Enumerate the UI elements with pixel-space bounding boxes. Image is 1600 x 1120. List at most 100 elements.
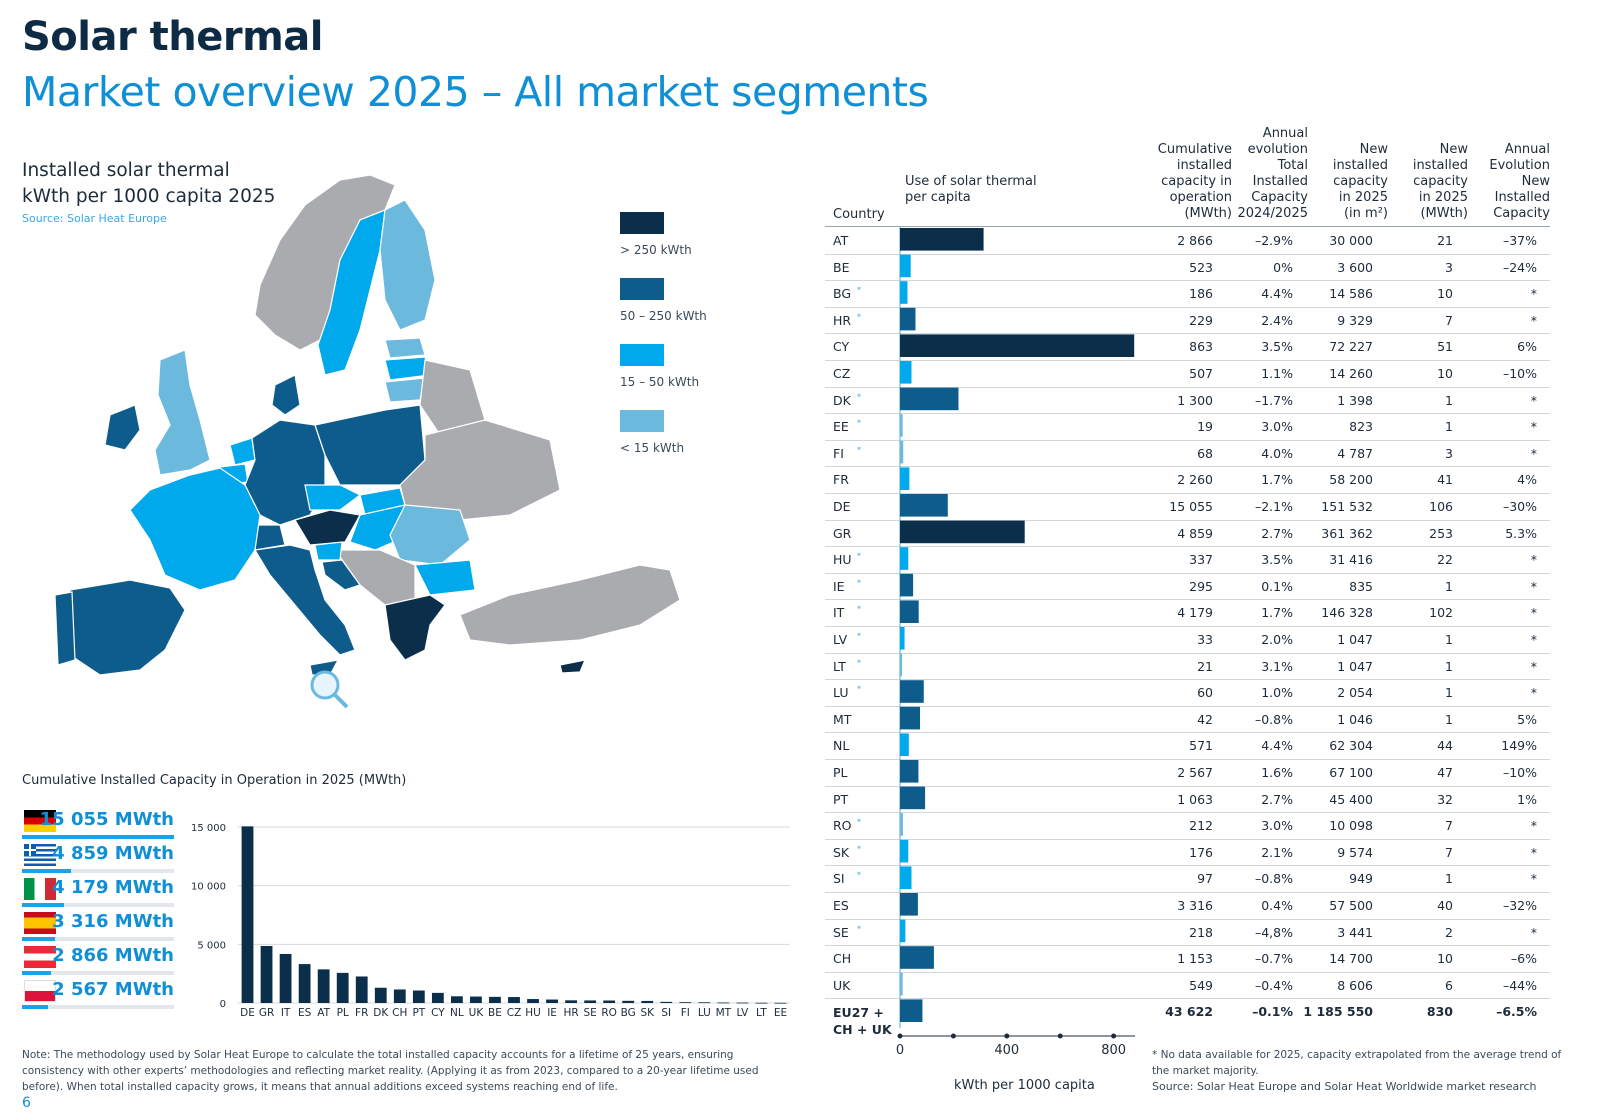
header-line: Annual bbox=[1262, 126, 1308, 141]
table-row: DK * 1 300 –1.7% 1 398 1 * bbox=[825, 387, 1550, 415]
new-capacity-mw: 102 bbox=[1429, 605, 1453, 621]
table-row: CZ 507 1.1% 14 260 10 –10% bbox=[825, 360, 1550, 388]
country-code: AT bbox=[833, 233, 849, 248]
no-data-marker: * bbox=[857, 631, 861, 641]
new-capacity-m2: 62 304 bbox=[1329, 738, 1373, 754]
total-label-line: EU27 + bbox=[833, 1005, 884, 1021]
new-capacity-m2: 14 700 bbox=[1329, 951, 1373, 967]
table-row: LT * 21 3.1% 1 047 1 * bbox=[825, 653, 1550, 681]
bar-cz bbox=[508, 997, 520, 1003]
per-capita-bar bbox=[900, 813, 903, 836]
top-country-row: 2 567 MWth bbox=[22, 975, 174, 1009]
annual-new-evolution: * bbox=[1530, 685, 1537, 701]
annual-evolution: 3.5% bbox=[1261, 552, 1293, 568]
country-code: GR bbox=[833, 525, 852, 541]
country-code: PT bbox=[833, 791, 849, 807]
country-code: CZ bbox=[833, 366, 851, 381]
per-capita-bar bbox=[900, 387, 959, 411]
new-capacity-m2: 58 200 bbox=[1329, 472, 1373, 488]
map-spain bbox=[69, 579, 186, 676]
country-code: SK bbox=[833, 844, 850, 860]
country-code: CY bbox=[833, 339, 850, 355]
top-country-row: 4 859 MWth bbox=[22, 839, 174, 873]
x-tick-label: SK bbox=[640, 1007, 655, 1019]
annual-new-evolution: * bbox=[1530, 312, 1537, 328]
germany-flag-icon bbox=[24, 810, 56, 832]
annual-new-evolution: * bbox=[1530, 632, 1537, 647]
magnifier-icon bbox=[310, 670, 349, 709]
axis-dot bbox=[1111, 1033, 1117, 1039]
bar-ie bbox=[546, 999, 558, 1003]
annual-evolution: 1.7% bbox=[1261, 472, 1293, 488]
annual-evolution: 4.0% bbox=[1261, 445, 1293, 461]
new-capacity-mw: 47 bbox=[1437, 765, 1453, 780]
annual-new-evolution: 1% bbox=[1517, 791, 1537, 807]
bar-ch bbox=[393, 989, 406, 1003]
cumulative-capacity: 2 866 bbox=[1177, 233, 1213, 248]
per-capita-bar bbox=[900, 760, 919, 783]
x-tick-label: RO bbox=[601, 1007, 617, 1019]
annual-evolution: –0.8% bbox=[1254, 711, 1293, 727]
no-data-marker: * bbox=[857, 924, 861, 934]
no-data-marker: * bbox=[857, 844, 861, 854]
header-line: Capacity bbox=[1493, 206, 1550, 221]
annual-new-evolution: * bbox=[1530, 605, 1537, 621]
x-tick-label: EE bbox=[774, 1007, 787, 1019]
new-capacity-mw: 7 bbox=[1445, 312, 1453, 328]
new-capacity-mw: 10 bbox=[1437, 286, 1453, 302]
marker-wrap: * bbox=[857, 550, 861, 569]
annual-evolution: 1.0% bbox=[1261, 685, 1293, 701]
spain-flag-icon bbox=[24, 912, 56, 934]
per-capita-bar bbox=[900, 733, 909, 756]
country-code: BG bbox=[833, 286, 852, 302]
header-line: Use of solar thermal bbox=[905, 174, 1037, 189]
annual-new-evolution: 5.3% bbox=[1505, 525, 1537, 541]
country-code: LV bbox=[833, 632, 848, 647]
header-line: New bbox=[1359, 142, 1388, 157]
annual-evolution: 0% bbox=[1273, 259, 1293, 275]
per-capita-bar bbox=[900, 254, 911, 278]
new-capacity-m2: 146 328 bbox=[1321, 605, 1373, 621]
table-row: PL 2 567 1.6% 67 100 47 –10% bbox=[825, 759, 1550, 787]
table-row: SK * 176 2.1% 9 574 7 * bbox=[825, 839, 1550, 867]
top-country-fill bbox=[22, 903, 65, 907]
per-capita-bar bbox=[900, 706, 921, 730]
bar-pt bbox=[412, 990, 425, 1003]
map-title-line2: kWth per 1000 capita 2025 bbox=[22, 186, 276, 207]
header-line: Evolution bbox=[1489, 158, 1550, 173]
x-tick-label: IE bbox=[547, 1007, 557, 1019]
map-ukraine bbox=[399, 419, 561, 521]
new-capacity-mw: 1 bbox=[1445, 578, 1453, 594]
country-code: SI bbox=[833, 871, 845, 887]
marker-wrap: * bbox=[857, 391, 861, 410]
bar-at bbox=[317, 969, 330, 1003]
no-data-marker: * bbox=[857, 578, 861, 588]
bar-it bbox=[279, 953, 292, 1003]
cumulative-capacity: 2 567 bbox=[1177, 765, 1213, 780]
total-label-line: CH + UK bbox=[833, 1022, 892, 1038]
top-country-track bbox=[22, 937, 174, 941]
country-code: LU bbox=[833, 685, 849, 701]
greece-flag-icon bbox=[24, 844, 56, 866]
cumulative-capacity: 571 bbox=[1189, 738, 1213, 754]
table-row: BG * 186 4.4% 14 586 10 * bbox=[825, 280, 1550, 308]
x-tick-label: 0 bbox=[896, 1043, 904, 1056]
new-capacity-m2: 1 046 bbox=[1337, 711, 1373, 727]
per-capita-bar bbox=[900, 440, 904, 464]
new-capacity-m2: 31 416 bbox=[1329, 552, 1373, 568]
per-capita-bar bbox=[900, 999, 923, 1022]
country-code: UK bbox=[833, 977, 851, 993]
annual-evolution: –4,8% bbox=[1254, 924, 1293, 940]
no-data-marker: * bbox=[857, 312, 861, 322]
legend-label: 15 – 50 kWth bbox=[620, 375, 700, 389]
table-total-row: EU27 + CH + UK 43 622 –0.1% 1 185 550 830 –6.5… bbox=[825, 998, 1550, 1038]
bar-lt bbox=[755, 1002, 768, 1004]
bar-cy bbox=[431, 992, 444, 1003]
axis-dot bbox=[897, 1033, 903, 1039]
new-capacity-m2: 1 047 bbox=[1337, 658, 1373, 674]
cumulative-capacity: 2 260 bbox=[1177, 472, 1213, 488]
map-czech bbox=[304, 484, 362, 511]
bar-si bbox=[660, 1001, 673, 1003]
top-country-track bbox=[22, 835, 174, 839]
annual-new-evolution: * bbox=[1530, 924, 1537, 940]
